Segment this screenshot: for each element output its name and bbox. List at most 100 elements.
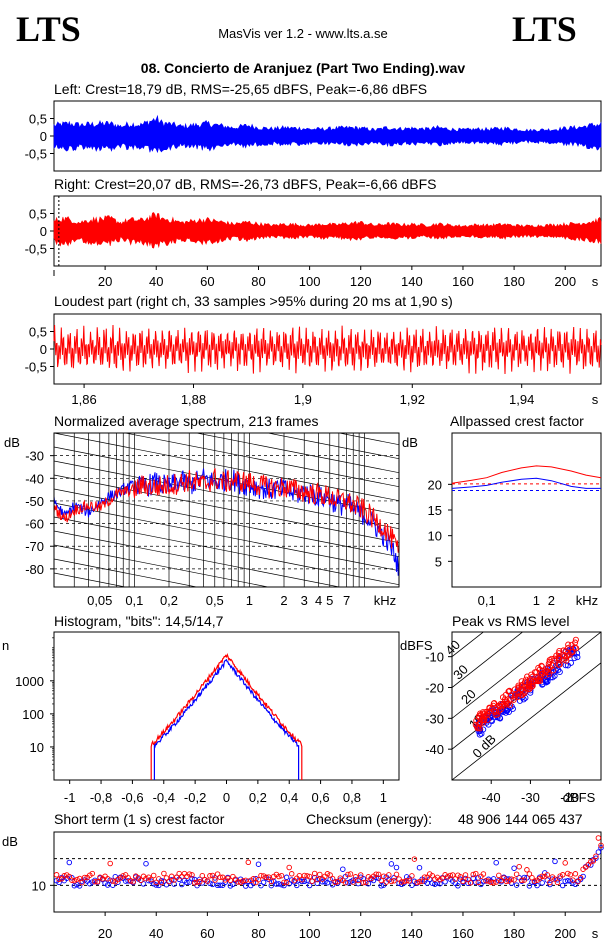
spectrum-slope-line bbox=[54, 433, 399, 502]
short-term-right-point bbox=[414, 879, 420, 886]
short-term-left-point bbox=[506, 876, 512, 882]
short-term-right-point bbox=[87, 872, 93, 878]
short-term-xtick-label: 20 bbox=[98, 926, 112, 941]
short-term-left-point bbox=[294, 882, 300, 889]
short-term-right-point bbox=[148, 876, 154, 883]
short-term-left-point bbox=[529, 879, 535, 885]
allpass-xunit: kHz bbox=[576, 593, 598, 608]
peak-rms-right-point bbox=[539, 670, 547, 677]
short-term-left-point bbox=[457, 876, 464, 883]
short-term-left-point bbox=[334, 880, 341, 886]
peak-rms-right-point bbox=[486, 704, 493, 711]
short-term-right-point bbox=[345, 871, 351, 878]
spectrum-xtick-label: 4 bbox=[315, 593, 322, 608]
short-term-right-point bbox=[357, 872, 364, 878]
peak-rms-right-point bbox=[501, 701, 508, 708]
short-term-left-point bbox=[161, 878, 167, 885]
short-term-right-point bbox=[567, 871, 574, 878]
short-term-right-point bbox=[511, 877, 517, 883]
short-term-left-point bbox=[309, 878, 315, 884]
short-term-left-point bbox=[593, 855, 599, 861]
peak-rms-crest-label: 30 bbox=[450, 662, 471, 683]
short-term-right-point bbox=[278, 872, 285, 879]
short-term-right-point bbox=[559, 872, 566, 878]
peak-rms-left-point bbox=[476, 728, 483, 735]
peak-rms-right-point bbox=[571, 644, 578, 651]
peak-rms-left-point bbox=[568, 647, 575, 654]
short-term-left-point bbox=[426, 876, 433, 882]
peak-rms-left-point bbox=[477, 726, 484, 733]
peak-rms-left-point bbox=[491, 714, 499, 721]
short-term-left-point bbox=[240, 878, 246, 885]
right-channel-xtick-label: 120 bbox=[350, 274, 372, 289]
peak-rms-right-point bbox=[533, 678, 540, 685]
peak-rms-right-point bbox=[522, 679, 529, 686]
peak-rms-left-point bbox=[487, 714, 494, 721]
short-term-left-point bbox=[311, 874, 318, 881]
short-term-right-point bbox=[457, 874, 464, 880]
loudest-ytick-label: 0,5 bbox=[29, 325, 47, 340]
peak-rms-right-point bbox=[547, 664, 554, 671]
short-term-xtick-label: 140 bbox=[401, 926, 423, 941]
short-term-left-point bbox=[386, 877, 392, 883]
spectrum-slope-line bbox=[54, 335, 399, 403]
peak-rms-left-point bbox=[555, 660, 562, 668]
short-term-right-point bbox=[130, 879, 136, 885]
short-term-right-point bbox=[286, 864, 292, 871]
allpass-frame bbox=[451, 432, 602, 588]
short-term-right-point bbox=[490, 880, 497, 886]
short-term-left-point bbox=[552, 858, 558, 865]
peak-rms-right-point bbox=[533, 675, 540, 682]
short-term-left-point bbox=[416, 864, 423, 871]
histogram-xtick-label: 0,2 bbox=[249, 790, 267, 805]
short-term-right-point bbox=[112, 878, 119, 885]
short-term-left-point bbox=[66, 859, 73, 866]
short-term-left-point bbox=[184, 879, 190, 886]
peak-rms-ytick-label: -20 bbox=[425, 681, 444, 696]
short-term-right-point bbox=[534, 877, 540, 883]
short-term-right-point bbox=[248, 877, 254, 884]
histogram-ytick-label: 100 bbox=[22, 707, 44, 722]
short-term-right-point bbox=[544, 872, 551, 878]
short-term-right-point bbox=[291, 877, 298, 884]
peak-rms-left-point bbox=[527, 689, 534, 696]
peak-rms-right-point bbox=[528, 671, 535, 678]
short-term-left-point bbox=[373, 874, 379, 881]
short-term-right-point bbox=[334, 878, 341, 885]
peak-rms-right-point bbox=[475, 724, 482, 731]
peak-rms-left-point bbox=[562, 662, 569, 669]
peak-rms-left-point bbox=[479, 719, 486, 726]
peak-rms-left-point bbox=[514, 687, 521, 694]
short-term-right-point bbox=[552, 876, 558, 882]
peak-rms-left-point bbox=[566, 646, 573, 653]
short-term-left-point bbox=[127, 878, 134, 884]
short-term-right-point bbox=[447, 872, 453, 879]
short-term-left-point bbox=[117, 874, 124, 880]
short-term-left-point bbox=[570, 880, 576, 886]
spectrum-ytick-label: -60 bbox=[25, 517, 44, 532]
short-term-left-point bbox=[322, 879, 328, 885]
short-term-right-point bbox=[322, 873, 328, 880]
spectrum-xtick-label: 1 bbox=[246, 593, 253, 608]
peak-rms-left-point bbox=[519, 694, 526, 701]
peak-rms-right-point bbox=[535, 678, 542, 685]
peak-rms-left-point bbox=[542, 676, 549, 683]
peak-rms-right-point bbox=[511, 692, 518, 699]
peak-rms-left-point bbox=[520, 696, 527, 703]
spectrum-ytick-label: -30 bbox=[25, 449, 44, 464]
peak-rms-right-point bbox=[556, 647, 563, 655]
short-term-right-point bbox=[296, 872, 303, 879]
short-term-right-point bbox=[76, 875, 83, 882]
short-term-left-point bbox=[368, 876, 374, 883]
peak-rms-ytick-label: -10 bbox=[425, 650, 444, 665]
histogram-xtick-label: -0,2 bbox=[184, 790, 206, 805]
allpass-xtick-label: 1 bbox=[533, 593, 540, 608]
short-term-left-point bbox=[258, 882, 264, 889]
short-term-right-point bbox=[432, 876, 438, 882]
short-term-left-point bbox=[577, 876, 584, 883]
allpass-xtick-label: 0,1 bbox=[478, 593, 496, 608]
spectrum-ytick-label: -70 bbox=[25, 539, 44, 554]
peak-rms-left-point bbox=[524, 679, 531, 686]
short-term-right-point bbox=[271, 873, 277, 880]
peak-rms-left-point bbox=[516, 697, 523, 704]
